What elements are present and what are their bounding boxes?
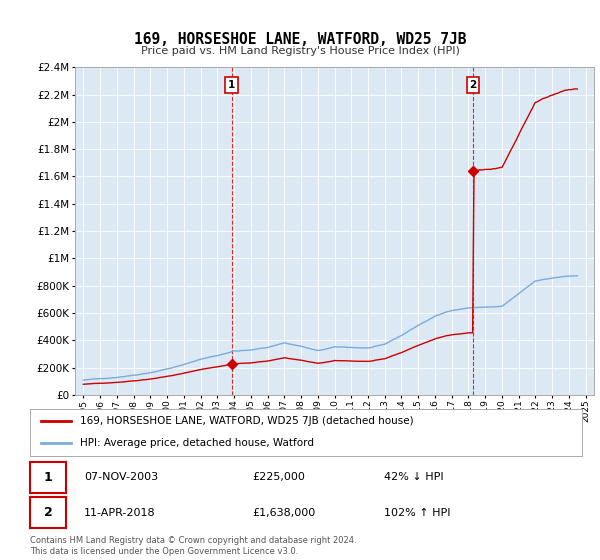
Text: Contains HM Land Registry data © Crown copyright and database right 2024.
This d: Contains HM Land Registry data © Crown c… [30,536,356,556]
Text: 169, HORSESHOE LANE, WATFORD, WD25 7JB: 169, HORSESHOE LANE, WATFORD, WD25 7JB [134,32,466,48]
Text: 42% ↓ HPI: 42% ↓ HPI [384,473,443,482]
Text: 102% ↑ HPI: 102% ↑ HPI [384,508,451,517]
Text: 169, HORSESHOE LANE, WATFORD, WD25 7JB (detached house): 169, HORSESHOE LANE, WATFORD, WD25 7JB (… [80,416,413,426]
Text: £1,638,000: £1,638,000 [252,508,315,517]
Text: 2: 2 [44,506,52,519]
Text: 2: 2 [469,80,477,90]
Text: HPI: Average price, detached house, Watford: HPI: Average price, detached house, Watf… [80,438,314,448]
Text: 1: 1 [44,471,52,484]
Text: 11-APR-2018: 11-APR-2018 [84,508,155,517]
Text: Price paid vs. HM Land Registry's House Price Index (HPI): Price paid vs. HM Land Registry's House … [140,46,460,56]
Text: 07-NOV-2003: 07-NOV-2003 [84,473,158,482]
Text: £225,000: £225,000 [252,473,305,482]
Text: 1: 1 [228,80,235,90]
